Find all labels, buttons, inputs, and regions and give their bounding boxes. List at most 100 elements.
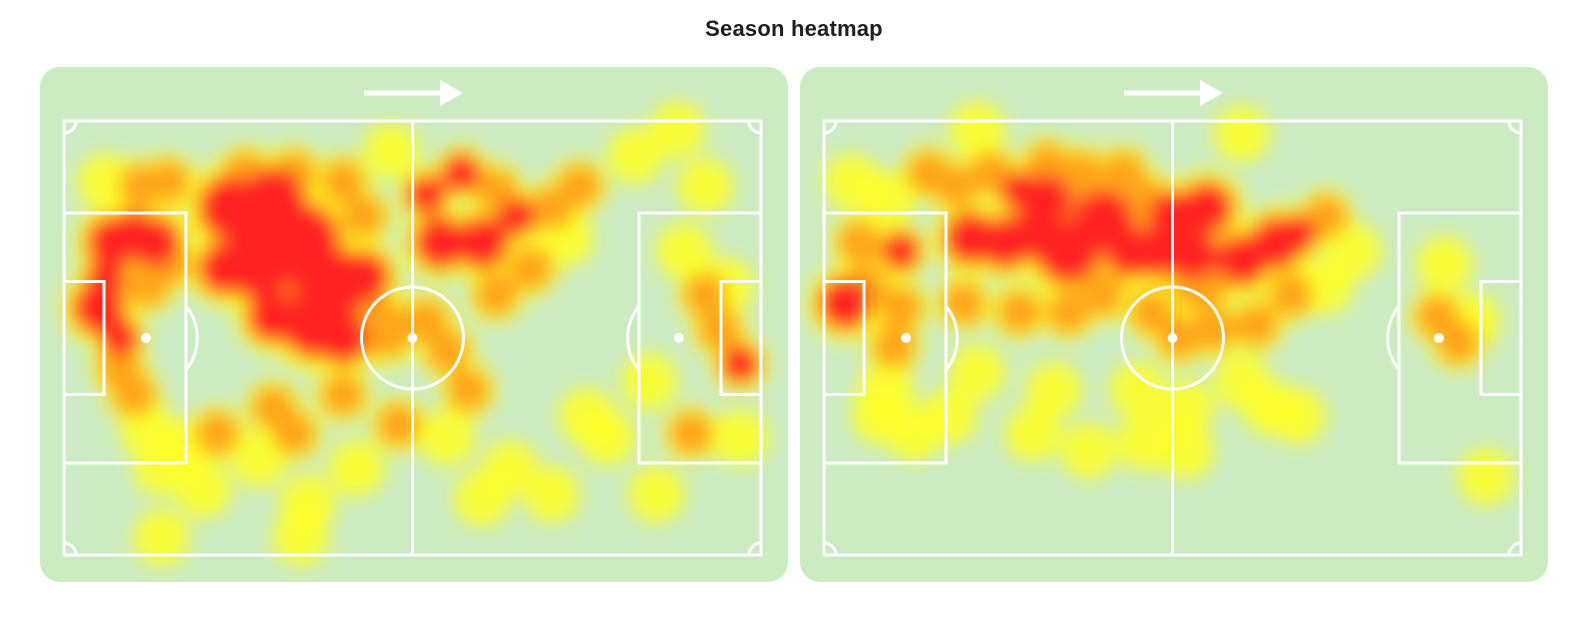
heat-spot-mid (251, 385, 296, 430)
arrow-head (1200, 80, 1223, 106)
pitch-markings (822, 119, 1523, 557)
heat-spot-mid (1157, 316, 1202, 360)
heat-spot-halo (949, 344, 1006, 401)
heat-spot-high (881, 232, 920, 271)
heatmap-pitch-left (40, 67, 788, 582)
heat-spot-high (129, 217, 180, 268)
arrow-right-icon (1124, 80, 1223, 106)
heat-spot-halo (481, 439, 539, 497)
corner-arc (747, 541, 762, 556)
heat-spot-mid (529, 185, 574, 230)
heat-spot-mid (878, 285, 923, 330)
heat-spot-halo (649, 101, 706, 158)
heat-spot-high (407, 175, 446, 214)
arrow-right-icon (364, 80, 463, 106)
goal-area-right (719, 280, 763, 396)
center-spot (1167, 333, 1178, 343)
penalty-arc-right (626, 305, 641, 371)
heat-spot-high (283, 293, 347, 357)
heat-spot-mid (997, 290, 1042, 334)
heat-spot-halo (677, 157, 734, 215)
center-spot (407, 333, 418, 343)
heat-spot-halo (1416, 235, 1473, 293)
penalty-arc-left (944, 305, 959, 371)
goal-area-right (1479, 280, 1523, 396)
corner-arc (63, 541, 78, 556)
heat-spot-mid (941, 281, 986, 326)
heat-spot-mid (1045, 290, 1090, 334)
heat-spot-mid (376, 402, 421, 447)
heatmap-panel-right (800, 67, 1548, 582)
heat-spot-halo (1109, 361, 1166, 419)
heatmap-panel-left (40, 67, 788, 582)
heat-spot-mid (146, 159, 191, 204)
heat-spot-halo (1457, 448, 1515, 506)
pitch-markings (62, 119, 763, 557)
heat-spot-mid (1192, 307, 1237, 352)
heat-spot-halo (1241, 379, 1299, 436)
center-circle (1120, 285, 1225, 391)
corner-arc (1507, 541, 1522, 556)
heat-spot-mid (871, 324, 916, 369)
heat-spot-high (1182, 182, 1233, 233)
heat-spot-halo (621, 353, 678, 410)
heat-spot-high (73, 282, 124, 333)
center-circle (360, 285, 465, 391)
heat-spot-high (442, 154, 481, 192)
heat-layer (61, 101, 769, 566)
heat-spot-halo (628, 466, 685, 523)
heat-spot-halo (272, 509, 330, 566)
penalty-spot-left (901, 333, 911, 343)
heat-spot-mid (934, 164, 979, 209)
heat-spot-mid (97, 346, 142, 391)
heat-spot-high (1217, 234, 1268, 285)
penalty-arc-right (1386, 305, 1401, 371)
heat-spot-halo (949, 101, 1006, 158)
heat-spot-mid (836, 220, 881, 265)
heat-spot-halo (419, 409, 476, 467)
heat-spot-halo (1004, 405, 1062, 462)
penalty-spot-right (1434, 333, 1444, 343)
corner-arc (1507, 120, 1522, 135)
heat-spot-halo (558, 387, 615, 445)
penalty-spot-left (141, 333, 151, 343)
heat-spot-mid (683, 272, 728, 317)
heat-spot-high (457, 217, 508, 268)
heat-spot-halo (133, 509, 190, 566)
heat-spot-halo (328, 439, 385, 497)
heatmap-pitch-right (800, 67, 1548, 582)
heat-spot-mid (1269, 272, 1313, 317)
corner-arc (823, 120, 838, 135)
heat-spot-mid (509, 246, 553, 291)
goal-area-left (822, 280, 866, 396)
heat-spot-mid (320, 372, 365, 417)
heat-spot-high (721, 345, 759, 383)
heat-spot-mid (474, 272, 519, 317)
heat-spot-high (415, 217, 466, 268)
heat-spot-halo (1060, 422, 1118, 480)
heat-spot-mid (1129, 290, 1174, 334)
heat-spot-halo (1025, 361, 1083, 419)
arrow-head (440, 80, 463, 106)
heat-spot-mid (125, 263, 170, 308)
heat-spot-halo (1116, 413, 1173, 471)
heat-spot-mid (341, 194, 386, 239)
heat-spot-high (819, 278, 871, 329)
corner-arc (63, 120, 78, 135)
heat-spot-high (199, 176, 263, 240)
heat-spot-high (498, 197, 536, 236)
penalty-arc-left (184, 305, 199, 371)
heat-spot-mid (1234, 303, 1279, 347)
goal-area-left (62, 280, 106, 396)
heat-spot-mid (195, 411, 240, 456)
heat-layer (807, 101, 1515, 506)
heat-spot-halo (175, 461, 232, 519)
heat-spot-mid (446, 368, 491, 413)
heat-spot-halo (858, 361, 915, 419)
heat-spot-mid (404, 298, 449, 343)
page-title: Season heatmap (705, 16, 883, 41)
heat-spot-mid (1436, 320, 1481, 365)
heat-spot-mid (669, 411, 714, 456)
heat-spot-halo (711, 409, 769, 467)
heat-spot-halo (607, 127, 664, 184)
